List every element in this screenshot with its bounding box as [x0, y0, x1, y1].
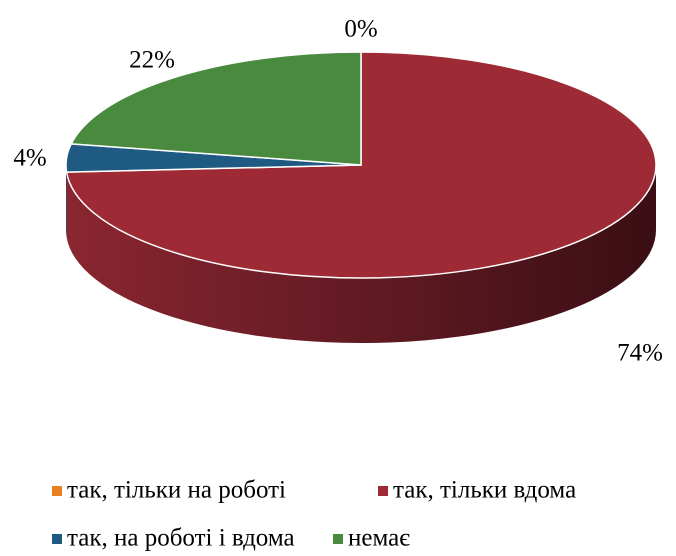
data-label: 4% [13, 145, 46, 172]
pie-slice-side [65, 165, 67, 238]
data-label: 0% [344, 16, 377, 43]
legend-label: немає [348, 525, 410, 552]
legend-marker [333, 534, 343, 544]
legend-marker [52, 534, 62, 544]
pie-slice-side [66, 165, 657, 344]
legend-label: так, тільки на роботі [67, 477, 286, 504]
legend-label: так, на роботі і вдома [67, 525, 295, 552]
legend-marker [378, 486, 388, 496]
data-label: 22% [129, 47, 175, 74]
data-label: 74% [617, 340, 663, 367]
legend-marker [52, 486, 62, 496]
legend-label: так, тільки вдома [393, 477, 576, 504]
pie-slice [70, 51, 362, 166]
